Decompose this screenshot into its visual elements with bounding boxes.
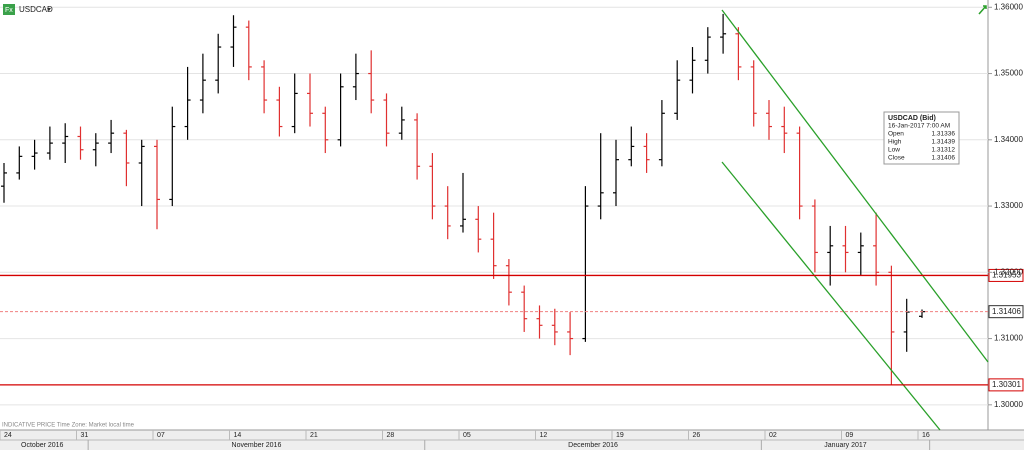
y-axis-area bbox=[988, 0, 1024, 430]
x-tick-label: 12 bbox=[540, 432, 548, 439]
trend-icon[interactable] bbox=[978, 5, 987, 15]
info-value: 1.31439 bbox=[932, 139, 956, 146]
footnote: INDICATIVE PRICE Time Zone: Market local… bbox=[2, 423, 135, 429]
info-time: 16-Jan-2017 7:00 AM bbox=[888, 123, 950, 130]
level-label: 1.31953 bbox=[992, 271, 1021, 280]
level-label-box bbox=[988, 378, 1024, 392]
info-box-frame bbox=[883, 111, 960, 165]
y-tick-label: 1.36000 bbox=[994, 2, 1023, 11]
bars bbox=[1, 13, 925, 385]
x-tick-label: 28 bbox=[387, 432, 395, 439]
info-value: 1.31312 bbox=[932, 147, 956, 154]
month-label: October 2016 bbox=[21, 442, 64, 449]
last-price-label: 1.31406 bbox=[992, 307, 1021, 316]
x-tick-label: 16 bbox=[922, 432, 930, 439]
levels: 1.31953 1.30301 1.31406 bbox=[0, 268, 1024, 392]
x-tick-label: 26 bbox=[693, 432, 701, 439]
y-tick-label: 1.31000 bbox=[994, 334, 1023, 343]
dropdown-arrow[interactable] bbox=[47, 8, 51, 11]
channel-line-upper bbox=[721, 9, 989, 363]
y-tick-label: 1.34000 bbox=[994, 135, 1023, 144]
x-tick-label: 09 bbox=[846, 432, 854, 439]
info-label: Low bbox=[888, 147, 900, 154]
info-label: Open bbox=[888, 131, 904, 138]
x-tick-label: 21 bbox=[310, 432, 318, 439]
x-tick-label: 14 bbox=[234, 432, 242, 439]
x-tick-label: 24 bbox=[4, 432, 12, 439]
fx-icon-text: Fx bbox=[5, 7, 13, 14]
x-tick-label: 05 bbox=[463, 432, 471, 439]
fx-icon bbox=[3, 4, 15, 15]
x-tick-label: 07 bbox=[157, 432, 165, 439]
month-label: January 2017 bbox=[824, 442, 867, 449]
info-box: USDCAD (Bid) 16-Jan-2017 7:00 AM Open 1.3… bbox=[883, 111, 960, 165]
info-title: USDCAD (Bid) bbox=[888, 115, 936, 122]
info-label: Close bbox=[888, 155, 905, 162]
level-label-box bbox=[988, 268, 1024, 282]
y-tick-label: 1.30000 bbox=[994, 400, 1023, 409]
month-label: November 2016 bbox=[232, 442, 282, 449]
y-tick-label: 1.32000 bbox=[994, 267, 1023, 276]
x-tick-label: 02 bbox=[769, 432, 777, 439]
y-tick-label: 1.33000 bbox=[994, 201, 1023, 210]
info-label: High bbox=[888, 139, 902, 146]
x-tick-label: 19 bbox=[616, 432, 624, 439]
chart-title[interactable]: USDCAD bbox=[19, 5, 53, 14]
month-label: December 2016 bbox=[568, 442, 618, 449]
x-tick-label: 31 bbox=[81, 432, 89, 439]
y-tick-label: 1.35000 bbox=[994, 69, 1023, 78]
level-label: 1.30301 bbox=[992, 380, 1021, 389]
info-value: 1.31406 bbox=[932, 155, 956, 162]
info-value: 1.31336 bbox=[932, 131, 956, 138]
grid bbox=[0, 6, 988, 406]
last-price-box bbox=[988, 305, 1024, 319]
